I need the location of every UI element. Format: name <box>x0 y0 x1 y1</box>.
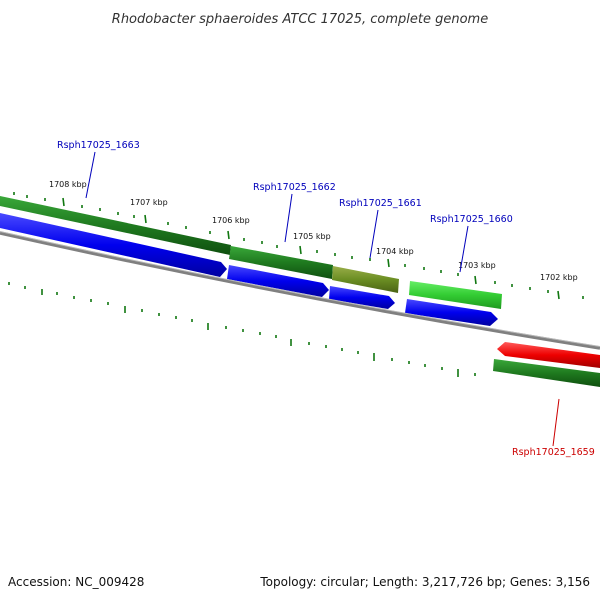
leader-line <box>85 151 96 199</box>
forward-gene-segment <box>0 196 231 255</box>
gene-labels: Rsph17025_1663 Rsph17025_1662 Rsph17025_… <box>57 140 595 458</box>
topology-text: Topology: circular; Length: 3,217,726 bp… <box>259 575 590 589</box>
leader-line <box>459 225 469 273</box>
tick-mark-major <box>557 290 560 300</box>
scale-label: 1704 kbp <box>376 247 414 256</box>
gene-label[interactable]: Rsph17025_1660 <box>430 214 513 225</box>
scale-label: 1707 kbp <box>130 198 168 207</box>
leader-line <box>369 209 379 259</box>
gene-label[interactable]: Rsph17025_1662 <box>253 182 336 193</box>
tick-mark-major <box>387 258 390 268</box>
gene-rsph17025-1661 <box>332 266 399 293</box>
gene-rsph17025-1663 <box>0 213 227 277</box>
reverse-gene-arrow <box>329 286 395 309</box>
outer-tick-marks <box>13 192 584 300</box>
gene-rsph17025-1662 <box>229 246 333 279</box>
scale-label: 1703 kbp <box>458 261 496 270</box>
tick-mark-major <box>474 275 477 285</box>
scale-label: 1708 kbp <box>49 180 87 189</box>
gene-label[interactable]: Rsph17025_1661 <box>339 198 422 209</box>
leader-line <box>284 193 293 243</box>
genome-backbone <box>0 231 600 350</box>
scale-label: 1706 kbp <box>212 216 250 225</box>
gene-label[interactable]: Rsph17025_1663 <box>57 140 140 151</box>
genome-backbone-highlight <box>0 231 600 347</box>
forward-strand-features <box>0 196 502 309</box>
tick-mark-major <box>144 214 147 224</box>
label-leader-lines <box>85 151 560 447</box>
tick-mark-major <box>62 197 65 207</box>
gene-rsph17025-1659 <box>493 359 600 387</box>
reverse-gene-arrow <box>227 265 329 297</box>
scale-label: 1705 kbp <box>293 232 331 241</box>
gene-rsph17025-1660 <box>409 281 502 309</box>
map-title: Rhodobacter sphaeroides ATCC 17025, comp… <box>112 12 488 27</box>
reverse-strand-features <box>0 213 498 326</box>
tick-mark-major <box>227 230 230 240</box>
scale-labels: 1708 kbp 1707 kbp 1706 kbp 1705 kbp 1704… <box>49 180 578 282</box>
tick-mark-major <box>299 245 302 255</box>
accession-text: Accession: NC_009428 <box>8 575 144 589</box>
scale-label: 1702 kbp <box>540 273 578 282</box>
inner-tick-marks <box>8 282 476 377</box>
reverse-gene-arrow <box>405 299 498 326</box>
leader-line <box>552 398 560 447</box>
gene-label[interactable]: Rsph17025_1659 <box>512 447 595 458</box>
rna-feature-arrow <box>497 342 600 368</box>
